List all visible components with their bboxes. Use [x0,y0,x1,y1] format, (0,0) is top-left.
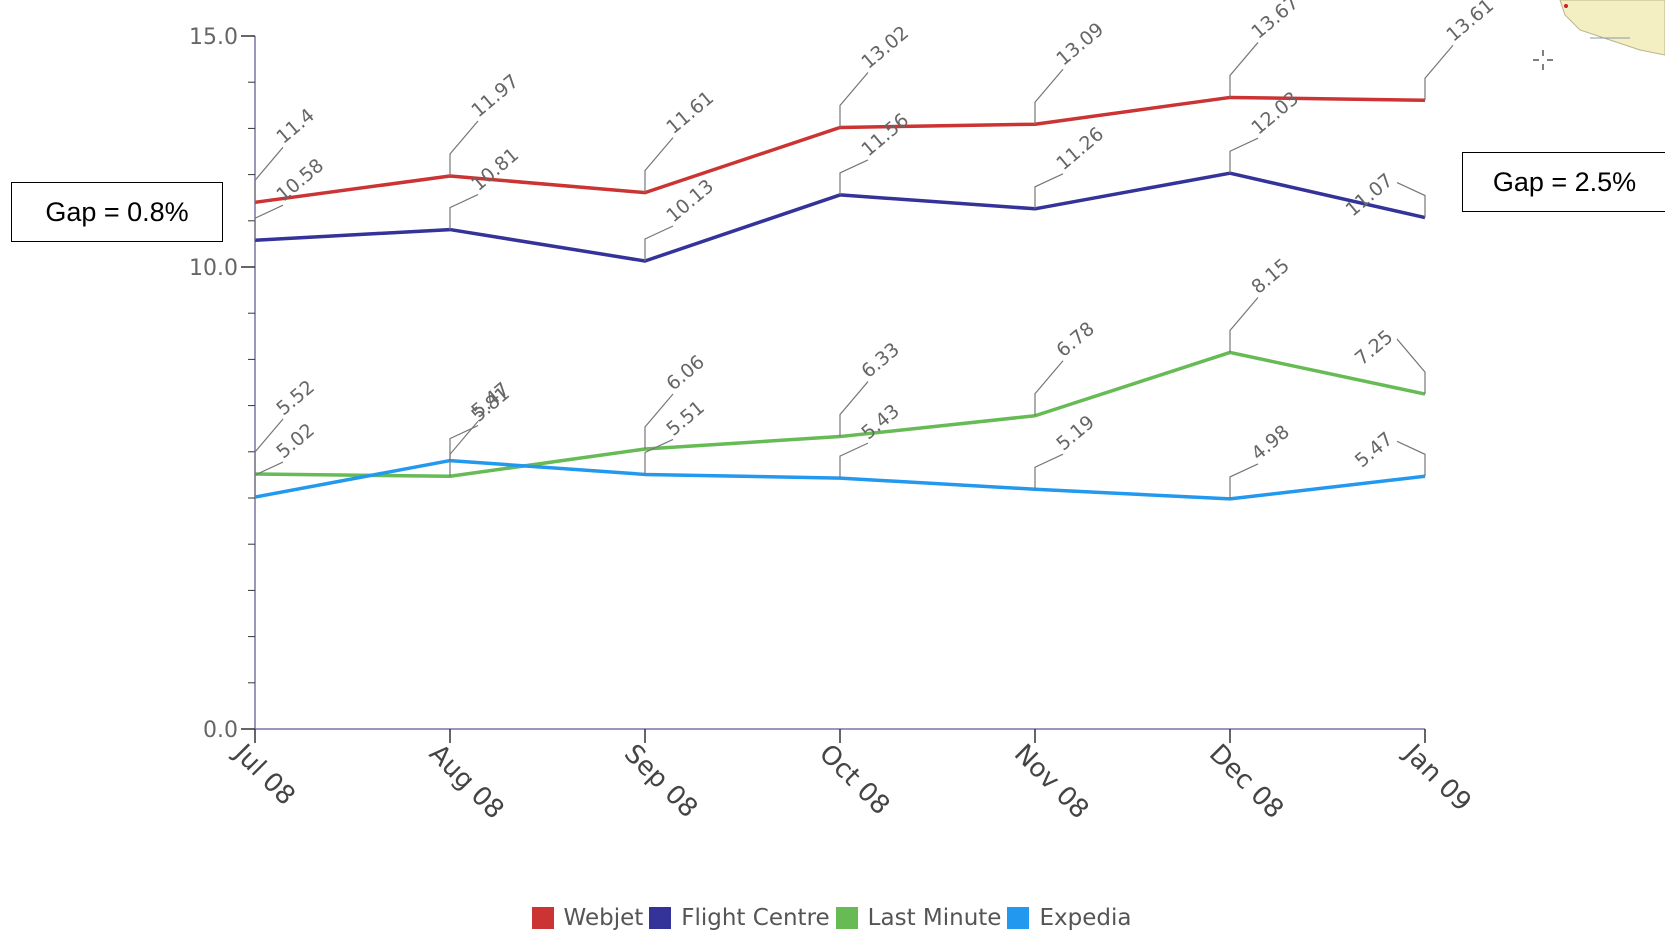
data-label: 11.61 [662,87,718,139]
data-label: 4.98 [1247,421,1294,465]
legend-item-last-minute: Last Minute [835,905,1004,931]
data-label: 13.09 [1052,18,1108,70]
legend-swatch [531,907,554,929]
data-label: 13.02 [857,22,913,74]
data-label-leader [839,159,869,195]
y-tick-label: 15.0 [189,25,238,50]
legend-swatch [649,907,672,929]
data-label-leader [839,442,869,479]
data-label-leader [254,146,284,203]
map-thumbnail [1533,0,1665,70]
legend-label: Webjet [563,905,644,931]
y-tick-label: 0.0 [203,718,238,743]
data-label: 5.47 [1351,428,1398,472]
data-label: 6.06 [662,351,709,395]
chart-series [254,95,1426,501]
data-label: 13.67 [1247,0,1303,43]
data-label-leader [1229,42,1259,98]
legend-label: Expedia [1039,905,1132,931]
data-label-leader [449,425,479,461]
x-tick-label: Dec 08 [1203,739,1289,825]
data-label: 10.58 [272,154,328,206]
data-label-leader [1396,182,1426,218]
data-label-leader [1229,297,1259,353]
data-label-leader [1229,137,1259,174]
data-label: 10.81 [467,144,523,196]
data-label: 11.26 [1052,123,1108,175]
x-tick-label: Jul 08 [227,737,301,811]
data-label: 5.02 [272,419,319,463]
chart-legend: Webjet Flight Centre Last Minute Expedia [0,905,1665,931]
data-label-leader [644,137,674,193]
data-label-leader [1034,453,1064,490]
data-label-leader [254,418,284,474]
data-label-leader [1424,44,1454,101]
data-label-leader [839,381,869,437]
data-label: 11.4 [272,104,319,148]
legend-swatch [835,907,858,929]
data-label: 5.19 [1052,411,1099,455]
x-tick-label: Aug 08 [423,739,509,825]
data-label-leader [1034,173,1064,209]
data-label-leader [449,120,479,176]
x-tick-label: Sep 08 [618,739,703,824]
data-label: 7.25 [1351,326,1398,370]
data-label: 11.56 [857,109,913,161]
data-label: 11.97 [467,70,523,122]
data-label-leader [644,393,674,450]
data-label-leader [1229,463,1259,499]
legend-label: Flight Centre [681,905,830,931]
data-label-leader [449,420,479,477]
data-label: 12.03 [1247,87,1303,139]
legend-item-flight-centre: Flight Centre [649,905,831,931]
chart-data-labels: 11.4 11.97 11.61 13.02 13.09 13.67 13.61 10.58 1… [254,0,1498,499]
y-tick-label: 10.0 [189,256,238,281]
data-label-leader [254,204,284,241]
data-label-leader [254,461,284,498]
data-label: 11.07 [1342,169,1398,221]
x-tick-label: Nov 08 [1008,739,1094,825]
data-label: 5.51 [662,396,709,440]
data-label-leader [1396,338,1426,395]
data-label-leader [644,438,674,475]
data-label-leader [644,225,674,261]
data-label-leader [1034,68,1064,125]
legend-item-expedia: Expedia [1007,905,1133,931]
gap-annotation-left: Gap = 0.8% [11,182,223,242]
legend-label: Last Minute [867,905,1002,931]
data-label: 5.43 [857,400,904,444]
x-tick-label: Jan 09 [1397,737,1477,817]
data-label: 6.78 [1052,318,1099,362]
data-label-leader [449,194,479,230]
data-label-leader [839,72,869,128]
data-label: 13.61 [1442,0,1498,46]
data-label: 8.15 [1247,254,1294,298]
legend-swatch [1007,907,1030,929]
x-tick-label: Oct 08 [813,739,895,821]
data-label-leader [1034,360,1064,416]
data-label-leader [1396,440,1426,477]
gap-annotation-right: Gap = 2.5% [1462,152,1665,212]
data-label: 5.52 [272,376,319,420]
data-label: 6.33 [857,339,904,383]
chart-axes: 0.0 10.0 15.0 Jul 08 Aug 08 Sep 08 Oct 08 Nov 0… [189,25,1477,825]
legend-item-webjet: Webjet [531,905,646,931]
